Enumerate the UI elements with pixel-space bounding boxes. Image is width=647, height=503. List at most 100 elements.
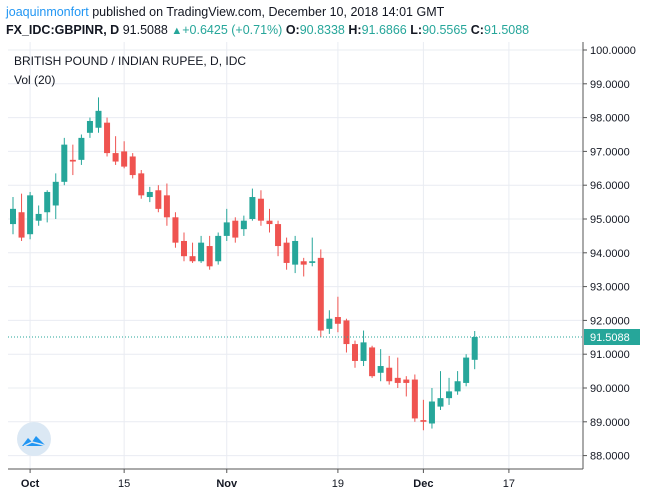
- candle-down: [189, 242, 196, 263]
- candle-down: [104, 117, 111, 157]
- time-tick-label: 17: [503, 478, 515, 490]
- price-tick-label: 89.0000: [590, 417, 630, 429]
- candle-up: [215, 232, 222, 265]
- candle-down: [112, 136, 119, 165]
- candle-down: [420, 399, 427, 431]
- candle-body: [283, 242, 290, 263]
- price-tick-label: 88.0000: [590, 451, 630, 463]
- candle-body: [326, 318, 333, 329]
- candle-down: [403, 376, 410, 397]
- candle-down: [163, 183, 170, 226]
- candle-up: [10, 197, 16, 235]
- candle-body: [352, 344, 358, 361]
- current-price-tag: 91.5088: [584, 329, 640, 346]
- candle-body: [309, 261, 316, 263]
- tradingview-cloud-icon[interactable]: [17, 422, 51, 456]
- price-tick-label: 99.0000: [590, 79, 630, 91]
- candle-up: [35, 205, 42, 226]
- price-tick-label: 95.0000: [590, 214, 630, 226]
- candle-up: [198, 235, 205, 263]
- candle-down: [129, 153, 136, 179]
- candle-body: [206, 246, 213, 267]
- candle-up: [428, 388, 435, 429]
- candle-body: [454, 381, 461, 392]
- candle-body: [78, 137, 85, 160]
- candle-body: [86, 120, 93, 133]
- price-tick-label: 92.0000: [590, 315, 630, 327]
- candle-up: [454, 371, 461, 395]
- current-price-tag-bg: [584, 329, 640, 346]
- candle-body: [240, 220, 247, 230]
- candle-body: [232, 220, 239, 238]
- price-change: +0.6425 (+0.71%): [182, 23, 283, 37]
- time-tick-label: 19: [332, 478, 344, 490]
- price-tick-label: 90.0000: [590, 383, 630, 395]
- candle-body: [35, 213, 42, 221]
- price-axis[interactable]: 100.0000 99.0000 98.0000 97.0000 96.0000 95.0…: [583, 45, 636, 463]
- volume-label: Vol (20): [14, 73, 55, 87]
- candle-up: [146, 186, 153, 203]
- price-tick-label: 98.0000: [590, 113, 630, 125]
- candle-down: [352, 340, 358, 368]
- candle-up: [446, 377, 453, 405]
- candle-body: [52, 181, 59, 206]
- candle-up: [52, 173, 59, 219]
- candle-up: [95, 97, 102, 133]
- candle-body: [403, 379, 410, 383]
- candle-body: [386, 367, 393, 382]
- candle-body: [198, 242, 205, 262]
- candle-body: [163, 195, 170, 218]
- time-tick-label: Nov: [216, 478, 238, 490]
- candle-body: [411, 379, 418, 419]
- candle-body: [129, 156, 136, 176]
- symbol-name: FX_IDC:GBPINR, D: [6, 23, 120, 37]
- candle-body: [394, 377, 401, 383]
- candle-body: [10, 208, 16, 225]
- author-link[interactable]: joaquinmonfort: [6, 5, 89, 19]
- open-label: O:: [285, 23, 300, 37]
- candle-body: [249, 197, 256, 219]
- price-tick-label: 93.0000: [590, 282, 630, 294]
- candle-down: [155, 185, 162, 213]
- low-label: L:: [410, 23, 423, 37]
- publish-line: joaquinmonfort published on TradingView.…: [6, 5, 444, 19]
- high-value: 91.6866: [361, 23, 407, 37]
- current-price-tag-text: 91.5088: [590, 332, 630, 344]
- candles: [10, 97, 478, 431]
- candle-up: [360, 330, 367, 367]
- candle-body: [104, 122, 111, 154]
- published-text: published on TradingView.com, December 1…: [92, 5, 445, 19]
- candle-body: [181, 240, 187, 257]
- candle-body: [112, 153, 119, 162]
- candle-up: [78, 134, 85, 165]
- candle-body: [27, 195, 34, 235]
- time-tick-label: 15: [118, 478, 130, 490]
- candle-body: [471, 337, 478, 360]
- candle-body: [18, 212, 25, 238]
- candle-body: [172, 217, 179, 243]
- symbol-line: FX_IDC:GBPINR, D 91.5088 ▲+0.6425 (+0.71…: [6, 23, 529, 37]
- low-value: 90.5565: [422, 23, 468, 37]
- candle-up: [471, 330, 478, 370]
- candle-body: [44, 191, 51, 213]
- candle-body: [428, 401, 435, 424]
- candle-body: [95, 110, 102, 128]
- candle-body: [360, 342, 367, 361]
- candle-body: [257, 198, 264, 221]
- candle-down: [394, 357, 401, 388]
- candle-down: [369, 345, 376, 378]
- candle-up: [240, 215, 247, 236]
- close-label: C:: [470, 23, 484, 37]
- candle-down: [334, 296, 341, 333]
- up-arrow-icon: ▲: [171, 25, 183, 37]
- time-tick-label: Oct: [21, 478, 40, 490]
- candle-down: [257, 190, 264, 226]
- candle-body: [292, 240, 299, 265]
- candle-body: [155, 190, 162, 209]
- close-value: 91.5088: [483, 23, 530, 37]
- time-axis[interactable]: Oct 15 Nov 19 Dec 17: [21, 469, 515, 490]
- candle-body: [215, 235, 222, 262]
- candle-body: [377, 366, 384, 373]
- candle-down: [138, 169, 145, 199]
